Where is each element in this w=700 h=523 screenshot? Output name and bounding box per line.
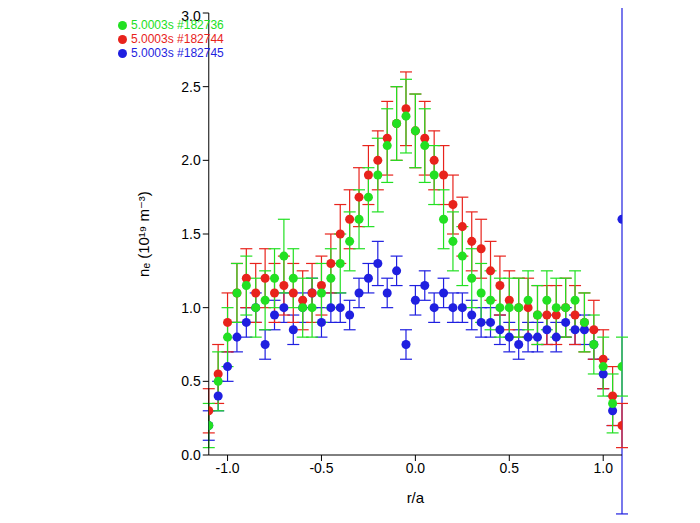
svg-text:r/a: r/a [407, 489, 425, 506]
svg-text:0.0: 0.0 [406, 460, 426, 476]
svg-text:0.0: 0.0 [181, 447, 201, 463]
svg-text:2.0: 2.0 [181, 152, 201, 168]
svg-text:1.5: 1.5 [181, 226, 201, 242]
svg-text:2.5: 2.5 [181, 79, 201, 95]
svg-text:1.0: 1.0 [593, 460, 613, 476]
svg-text:0.5: 0.5 [500, 460, 520, 476]
svg-text:nₑ (10¹⁹ m⁻³): nₑ (10¹⁹ m⁻³) [135, 191, 152, 277]
svg-text:-1.0: -1.0 [215, 460, 239, 476]
svg-text:1.0: 1.0 [181, 300, 201, 316]
svg-text:0.5: 0.5 [181, 373, 201, 389]
svg-text:-0.5: -0.5 [309, 460, 333, 476]
svg-text:3.0: 3.0 [181, 8, 201, 24]
